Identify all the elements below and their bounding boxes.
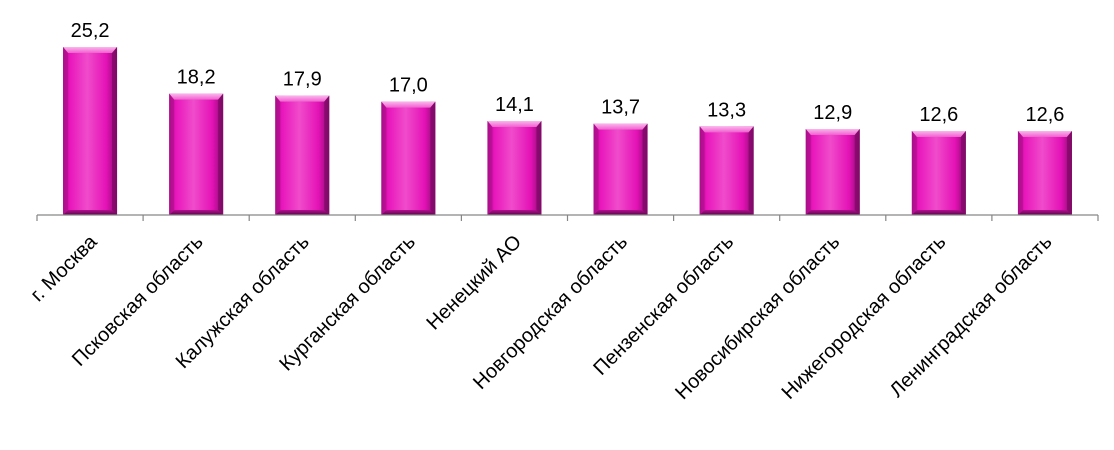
bar-bevel-bottom <box>911 210 966 215</box>
bar-bevel-top <box>487 121 542 127</box>
bar-body <box>63 47 118 215</box>
x-axis <box>36 214 1099 221</box>
bar-body <box>911 131 966 215</box>
bar <box>593 123 648 215</box>
bar <box>699 126 754 215</box>
bar-bevel-left <box>911 131 917 215</box>
data-label: 14,1 <box>495 94 534 116</box>
bar-bevel-left <box>63 47 69 215</box>
bar-bevel-bottom <box>593 210 648 215</box>
bar-bevel-bottom <box>805 210 860 215</box>
bar-bevel-right <box>1066 131 1072 215</box>
bar <box>1017 131 1072 215</box>
bar-bevel-top <box>593 123 648 130</box>
bar-bevel-bottom <box>487 210 542 215</box>
bar-bevel-top <box>805 129 860 135</box>
data-label: 17,9 <box>283 69 322 91</box>
data-label: 17,0 <box>389 75 428 97</box>
bar-body <box>699 126 754 215</box>
x-tick-label: г. Москва <box>26 230 102 306</box>
bar-bevel-top <box>911 131 966 137</box>
bar-bevel-top <box>169 93 224 100</box>
bar-bevel-top <box>1017 131 1072 137</box>
data-label: 13,3 <box>707 99 746 121</box>
bar <box>381 101 436 215</box>
bar-body <box>1017 131 1072 215</box>
bar-bevel-bottom <box>275 210 330 215</box>
bar-body <box>805 129 860 215</box>
bar-body <box>593 123 648 215</box>
bars-layer <box>63 47 1072 215</box>
x-tick-label: Ненецкий АО <box>423 231 526 334</box>
bar-bevel-bottom <box>1017 210 1072 215</box>
bar-bevel-right <box>112 47 118 215</box>
bar-bevel-bottom <box>169 210 224 215</box>
bar-bevel-right <box>324 95 330 215</box>
bar-bevel-left <box>699 126 705 215</box>
value-labels-layer: 25,2 18,2 17,9 17,0 14,1 13,7 13,3 12,9 12,6 12,6 <box>71 20 1065 126</box>
data-label: 25,2 <box>71 20 110 42</box>
bar-bevel-top <box>381 101 436 108</box>
bar <box>63 47 118 215</box>
bar-bevel-right <box>430 101 436 215</box>
bar-bevel-right <box>960 131 966 215</box>
bar-bevel-left <box>487 121 493 215</box>
bar <box>487 121 542 215</box>
bar-body <box>487 121 542 215</box>
bar <box>275 95 330 215</box>
bar <box>805 129 860 215</box>
data-label: 12,6 <box>919 104 958 126</box>
bar-bevel-top <box>275 95 330 102</box>
bar-bevel-left <box>593 123 599 215</box>
bar-bevel-left <box>1017 131 1023 215</box>
bar-bevel-left <box>275 95 281 215</box>
bar-bevel-right <box>218 93 224 215</box>
bar-bevel-left <box>169 93 175 215</box>
data-label: 12,6 <box>1025 104 1064 126</box>
bar-body <box>381 101 436 215</box>
data-label: 13,7 <box>601 97 640 119</box>
bar-bevel-top <box>699 126 754 133</box>
bar-bevel-right <box>748 126 754 215</box>
bar-bevel-bottom <box>63 210 118 215</box>
bar-bevel-bottom <box>699 210 754 215</box>
bar <box>169 93 224 215</box>
data-label: 12,9 <box>813 102 852 124</box>
bar <box>911 131 966 215</box>
bar-body <box>275 95 330 215</box>
bar-bevel-right <box>642 123 648 215</box>
bar-bevel-bottom <box>381 210 436 215</box>
data-label: 18,2 <box>177 67 216 89</box>
bar-bevel-left <box>381 101 387 215</box>
bar-bevel-left <box>805 129 811 215</box>
bar-body <box>169 93 224 215</box>
bar-bevel-right <box>536 121 542 215</box>
bar-bevel-top <box>63 47 118 53</box>
bar-bevel-right <box>854 129 860 215</box>
